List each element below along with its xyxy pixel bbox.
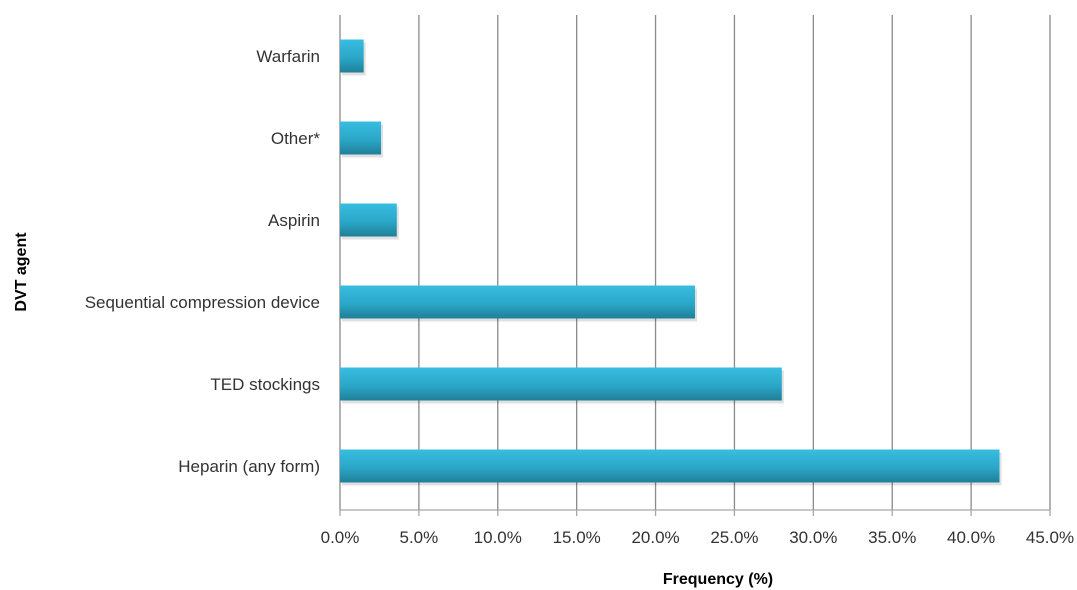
category-label: Other* (271, 129, 321, 148)
x-tick-label: 40.0% (947, 528, 995, 547)
bar (340, 285, 695, 319)
x-tick-label: 0.0% (321, 528, 360, 547)
x-tick-label: 25.0% (710, 528, 758, 547)
bar (340, 203, 397, 237)
x-tick-label: 10.0% (474, 528, 522, 547)
bar (340, 367, 782, 401)
x-tick-label: 35.0% (868, 528, 916, 547)
category-label: TED stockings (210, 375, 320, 394)
x-axis-title: Frequency (%) (663, 571, 773, 588)
y-axis-title: DVT agent (13, 232, 30, 312)
bar (340, 39, 364, 73)
axes (339, 509, 1051, 516)
x-tick-label: 5.0% (400, 528, 439, 547)
labels: 0.0% 5.0% 10.0% 15.0% 20.0% 25.0% 30.0% 35.0% 40… (85, 47, 1074, 547)
category-label: Warfarin (256, 47, 320, 66)
x-tick-label: 45.0% (1026, 528, 1074, 547)
gridlines (339, 15, 1051, 510)
x-tick-label: 30.0% (789, 528, 837, 547)
category-label: Aspirin (268, 211, 320, 230)
bar (340, 121, 382, 155)
x-tick-label: 15.0% (553, 528, 601, 547)
category-label: Sequential compression device (85, 293, 320, 312)
bar (340, 449, 1000, 483)
x-tick-label: 20.0% (631, 528, 679, 547)
category-label: Heparin (any form) (178, 457, 320, 476)
bars (340, 39, 1002, 486)
